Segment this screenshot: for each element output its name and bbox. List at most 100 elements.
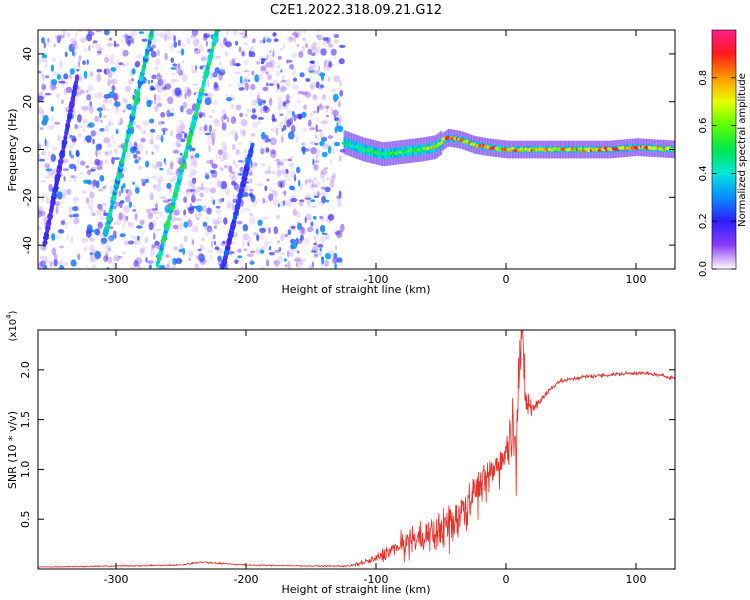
- noise-mark: [332, 93, 339, 101]
- noise-mark: [291, 114, 299, 122]
- noise-mark: [77, 114, 82, 123]
- noise-mark: [120, 141, 124, 148]
- noise-mark: [311, 43, 317, 50]
- noise-mark: [108, 226, 114, 229]
- noise-mark: [268, 227, 271, 234]
- noise-mark: [56, 191, 63, 200]
- noise-mark: [322, 39, 327, 47]
- noise-mark: [80, 37, 87, 44]
- spectrogram-x-label: Height of straight line (km): [281, 283, 430, 296]
- noise-mark: [270, 150, 277, 159]
- noise-mark: [176, 207, 180, 214]
- noise-mark: [155, 58, 161, 66]
- noise-mark: [281, 80, 287, 83]
- noise-mark: [213, 118, 219, 124]
- noise-mark: [312, 176, 317, 182]
- noise-mark: [328, 96, 331, 99]
- noise-mark: [191, 83, 199, 87]
- noise-mark: [111, 133, 114, 141]
- colorbar-frame: [711, 29, 737, 270]
- noise-mark: [75, 149, 80, 158]
- noise-mark: [62, 192, 67, 199]
- noise-mark: [38, 95, 44, 102]
- noise-mark: [231, 176, 235, 182]
- noise-mark: [206, 207, 212, 215]
- noise-mark: [57, 34, 64, 39]
- noise-mark: [157, 176, 164, 183]
- noise-mark: [324, 167, 329, 170]
- noise-mark: [187, 179, 191, 187]
- noise-mark: [307, 48, 313, 55]
- noise-mark: [283, 190, 286, 197]
- noise-mark: [319, 72, 326, 77]
- noise-mark: [200, 56, 207, 62]
- noise-mark: [301, 258, 307, 262]
- noise-mark: [211, 163, 218, 169]
- noise-mark: [221, 115, 224, 124]
- spectrogram-image: [38, 30, 675, 269]
- noise-mark: [256, 183, 264, 187]
- noise-mark: [207, 125, 212, 133]
- noise-mark: [154, 93, 156, 100]
- noise-mark: [281, 169, 284, 175]
- noise-mark: [309, 112, 313, 117]
- noise-mark: [219, 61, 222, 66]
- noise-mark: [211, 101, 218, 105]
- noise-mark: [213, 84, 220, 92]
- noise-mark: [195, 226, 198, 233]
- noise-mark: [99, 216, 105, 221]
- noise-mark: [183, 196, 188, 203]
- noise-mark: [170, 257, 173, 261]
- noise-mark: [299, 199, 305, 203]
- noise-mark: [305, 43, 308, 48]
- noise-mark: [122, 63, 126, 67]
- noise-mark: [52, 86, 59, 90]
- noise-mark: [79, 171, 83, 175]
- noise-mark: [292, 84, 299, 90]
- noise-mark: [94, 115, 100, 122]
- noise-mark: [317, 105, 320, 114]
- noise-mark: [257, 116, 265, 120]
- noise-mark: [134, 237, 137, 244]
- noise-mark: [227, 251, 235, 255]
- noise-mark: [295, 256, 302, 263]
- noise-mark: [170, 67, 177, 70]
- noise-mark: [89, 237, 95, 242]
- noise-mark: [223, 113, 227, 120]
- noise-mark: [42, 57, 48, 64]
- noise-mark: [256, 234, 260, 241]
- noise-mark: [50, 64, 55, 72]
- noise-mark: [339, 118, 342, 126]
- noise-mark: [296, 166, 301, 174]
- noise-mark: [208, 115, 214, 119]
- noise-mark: [57, 36, 60, 43]
- noise-mark: [110, 78, 118, 85]
- noise-mark: [242, 233, 250, 241]
- noise-mark: [214, 56, 222, 59]
- noise-mark: [89, 191, 95, 199]
- noise-mark: [168, 178, 175, 182]
- noise-mark: [262, 198, 266, 204]
- noise-mark: [297, 238, 303, 244]
- noise-mark: [231, 180, 237, 186]
- noise-mark: [323, 64, 328, 72]
- noise-mark: [151, 244, 157, 248]
- noise-mark: [311, 205, 317, 209]
- noise-mark: [131, 78, 134, 82]
- noise-mark: [99, 47, 104, 51]
- noise-mark: [151, 208, 158, 211]
- noise-mark: [286, 79, 291, 88]
- noise-mark: [291, 186, 295, 191]
- noise-mark: [51, 57, 56, 63]
- noise-mark: [160, 78, 167, 87]
- noise-mark: [233, 232, 238, 239]
- noise-mark: [134, 159, 139, 164]
- noise-mark: [268, 193, 274, 201]
- noise-mark: [276, 158, 280, 166]
- noise-mark: [250, 83, 256, 91]
- noise-mark: [309, 141, 316, 145]
- noise-mark: [332, 256, 339, 264]
- noise-mark: [302, 30, 306, 35]
- noise-mark: [330, 107, 334, 113]
- noise-mark: [44, 175, 51, 179]
